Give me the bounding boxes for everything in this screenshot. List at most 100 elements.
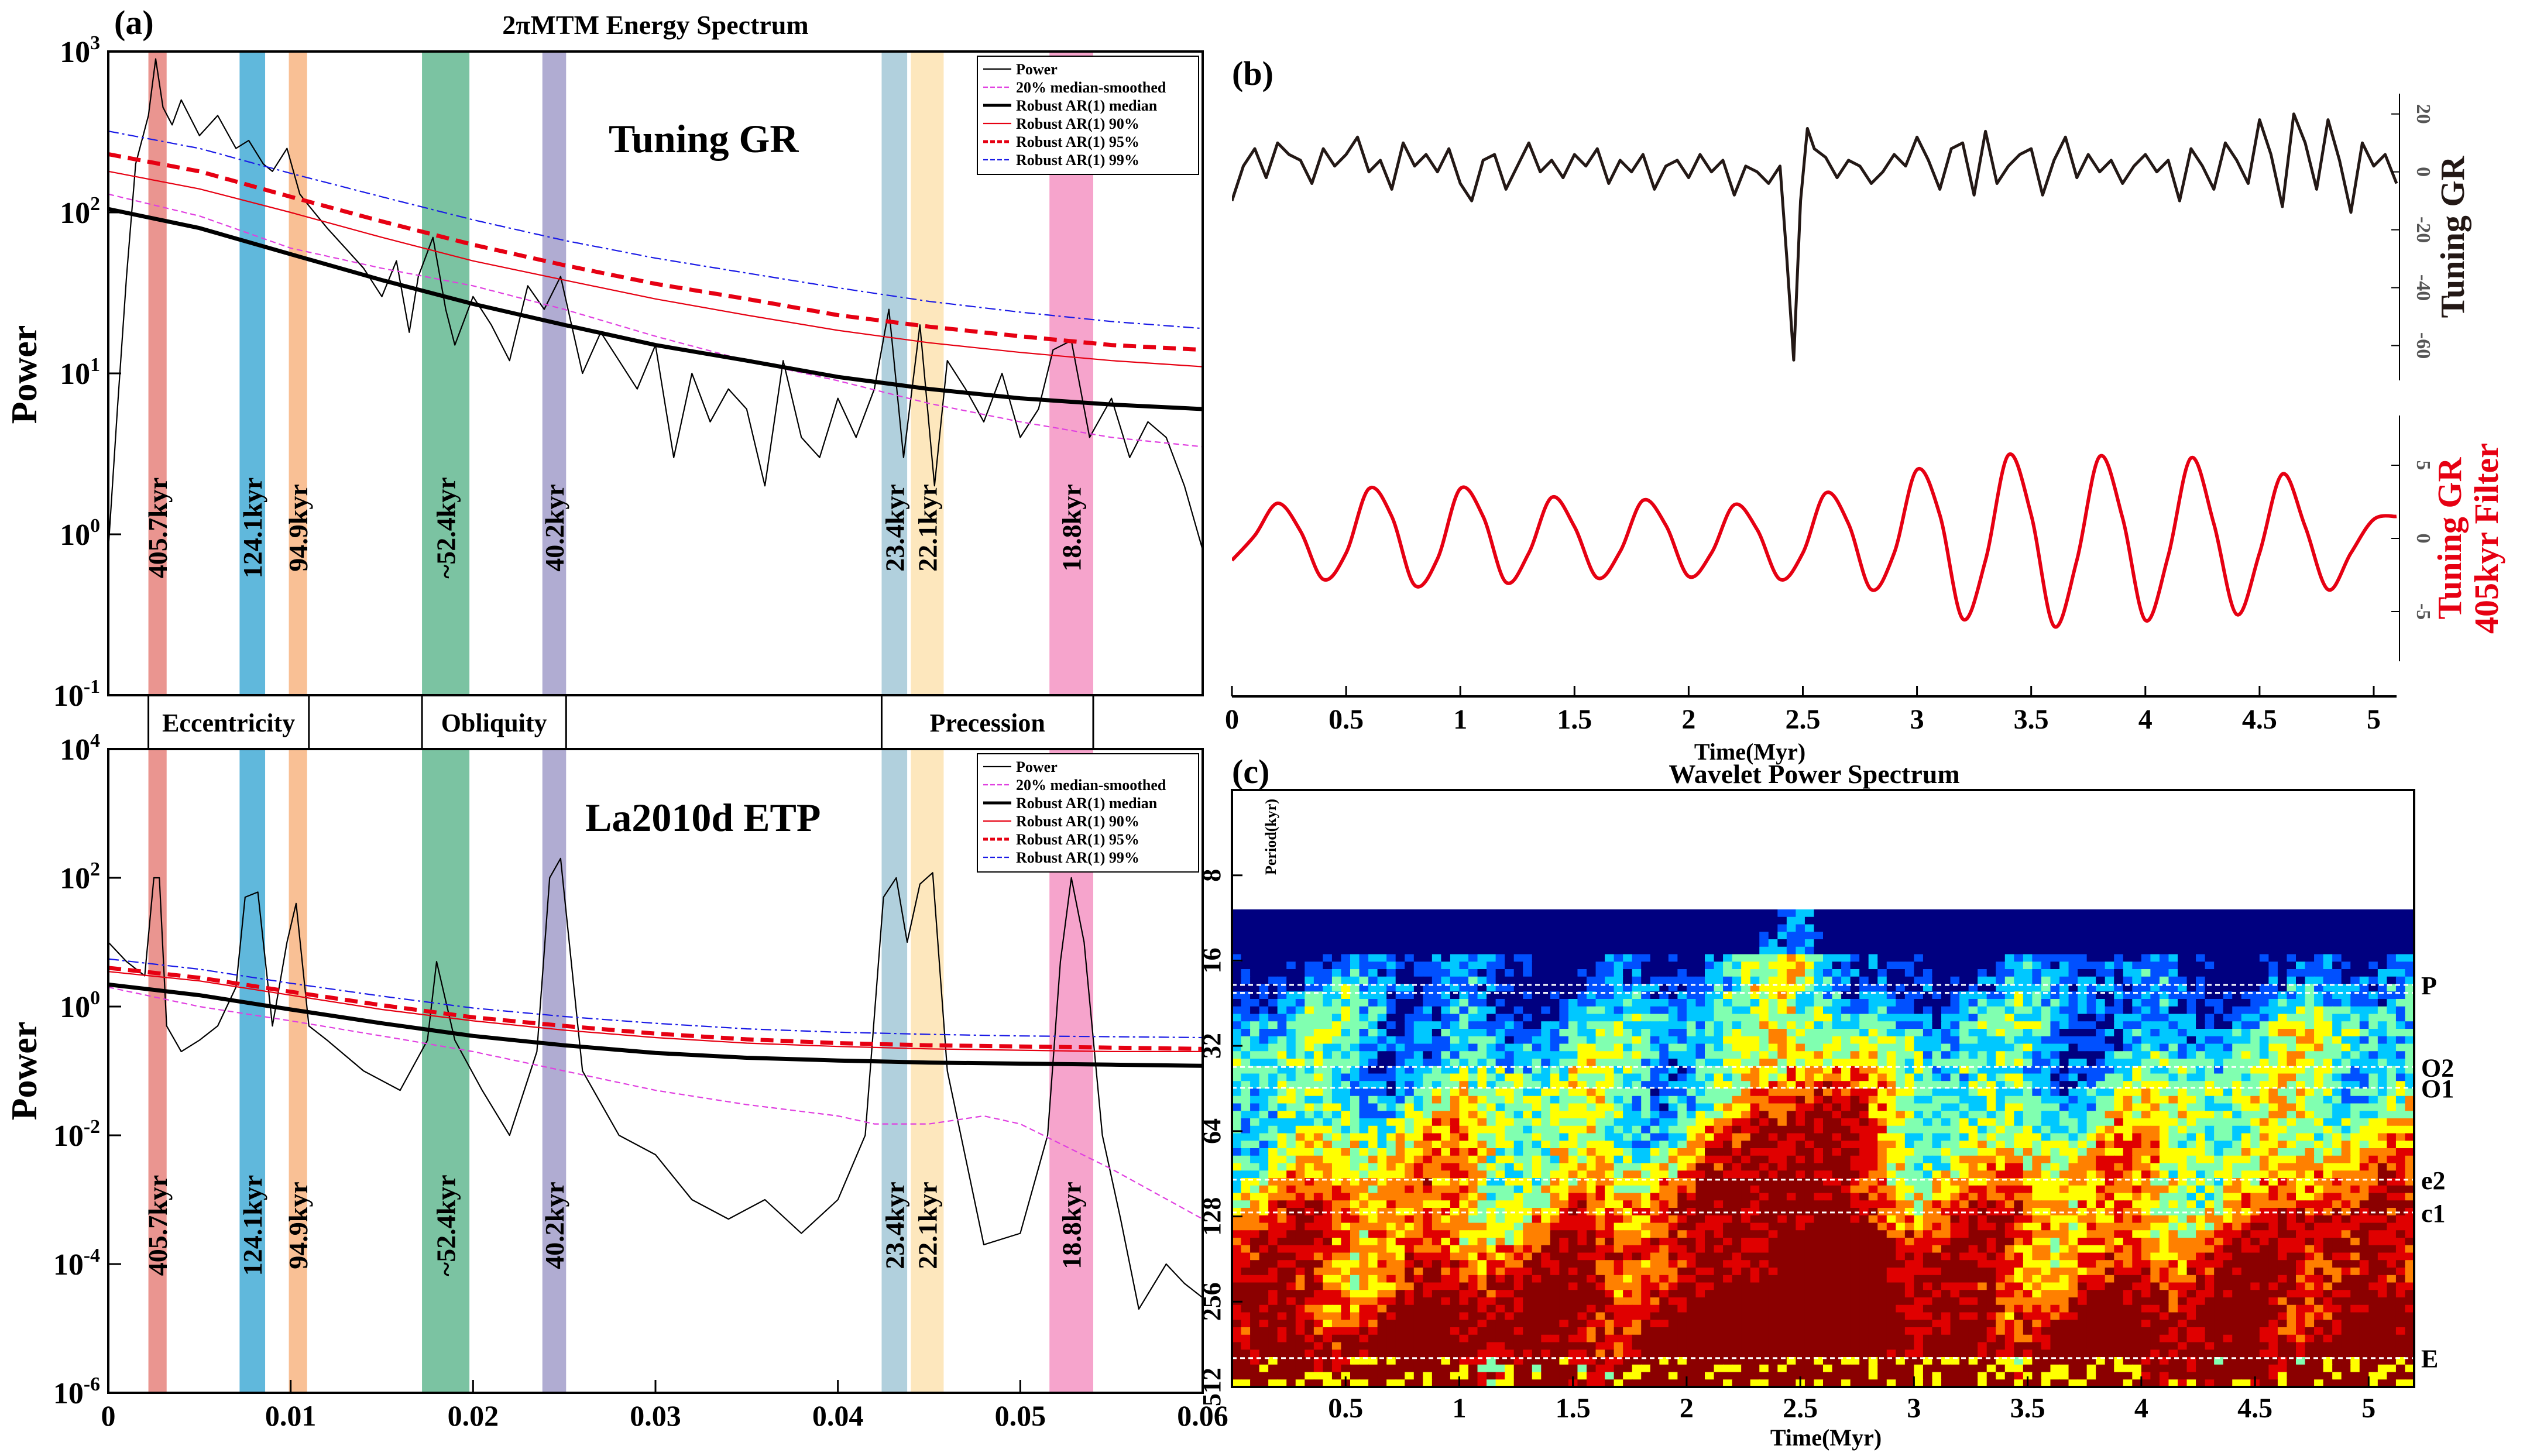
c-cell-13-8: [1350, 850, 1360, 858]
c-cell-113-4: [2259, 820, 2270, 828]
c-cell-28-7: [1487, 842, 1496, 850]
c-cell-71-8: [1877, 850, 1887, 858]
c-cell-28-21: [1487, 946, 1496, 955]
c-cell-119-29: [2314, 1006, 2324, 1015]
c-cell-21-35: [1423, 1051, 1433, 1059]
c-cell-115-35: [2277, 1051, 2288, 1059]
c-cell-102-26: [2159, 984, 2169, 993]
c-cell-109-31: [2223, 1021, 2233, 1029]
c-cell-72-3: [1886, 812, 1897, 820]
c-cell-117-32: [2296, 1029, 2306, 1037]
c-cell-1-12: [1241, 880, 1251, 888]
c-cell-6-5: [1286, 827, 1296, 836]
c-cell-50-30: [1686, 1014, 1697, 1022]
c-cell-66-31: [1832, 1021, 1842, 1029]
c-cell-51-11: [1695, 872, 1705, 880]
c-cell-127-4: [2387, 820, 2397, 828]
c-cell-107-19: [2205, 932, 2215, 940]
c-cell-4-17: [1268, 916, 1278, 925]
c-cell-2-29: [1250, 1006, 1260, 1015]
c-cell-65-24: [1823, 969, 1833, 977]
c-cell-17-30: [1386, 1014, 1396, 1022]
c-cell-104-8: [2178, 850, 2188, 858]
c-cell-67-25: [1841, 976, 1851, 985]
c-cell-10-7: [1323, 842, 1333, 850]
c-cell-63-18: [1804, 924, 1815, 933]
c-cell-78-1: [1941, 797, 1951, 806]
c-cell-89-8: [2041, 850, 2051, 858]
c-cell-85-26: [2004, 984, 2015, 993]
c-cell-18-19: [1395, 932, 1406, 940]
c-cell-102-22: [2159, 954, 2169, 963]
c-cell-74-35: [1904, 1051, 1915, 1059]
c-cell-13-11: [1350, 872, 1360, 880]
c-cell-65-8: [1823, 850, 1833, 858]
a2-band-0: [148, 749, 167, 1393]
c-cell-30-31: [1505, 1021, 1515, 1029]
c-cell-81-19: [1968, 932, 1978, 940]
c-cell-71-33: [1877, 1036, 1887, 1045]
c-cell-100-20: [2141, 939, 2151, 947]
c-cell-60-14: [1777, 894, 1787, 903]
c-cell-62-34: [1796, 1043, 1805, 1052]
c-cell-54-9: [1723, 857, 1733, 866]
c-cell-129-14: [2405, 894, 2414, 903]
c-cell-122-33: [2341, 1036, 2352, 1045]
c-cell-70-5: [1868, 827, 1879, 836]
c-cell-107-3: [2205, 812, 2215, 820]
c-cell-79-25: [1950, 976, 1960, 985]
c-cell-65-31: [1823, 1021, 1833, 1029]
c-cell-41-32: [1605, 1029, 1615, 1037]
c-cell-88-12: [2032, 880, 2042, 888]
c-cell-129-9: [2405, 857, 2414, 866]
c-cell-51-33: [1695, 1036, 1705, 1045]
c-cell-67-1: [1841, 797, 1851, 806]
c-cell-12-18: [1341, 924, 1351, 933]
c-cell-89-31: [2041, 1021, 2051, 1029]
c-cell-6-21: [1286, 946, 1296, 955]
c-cell-60-13: [1777, 887, 1787, 895]
c-cell-22-23: [1432, 961, 1442, 970]
c-cell-87-7: [2023, 842, 2033, 850]
c-cell-2-7: [1250, 842, 1260, 850]
cycle-groups: Eccentricity Obliquity Precession: [147, 695, 1094, 749]
c-cell-79-30: [1950, 1014, 1960, 1022]
c-cell-26-18: [1468, 924, 1478, 933]
c-cell-93-35: [2078, 1051, 2088, 1059]
c-cell-26-10: [1468, 864, 1478, 873]
c-cell-40-2: [1595, 805, 1605, 813]
c-cell-70-13: [1868, 887, 1879, 895]
c-cell-15-25: [1368, 976, 1378, 985]
c-cell-40-17: [1595, 916, 1605, 925]
c-cell-50-24: [1686, 969, 1697, 977]
c-cell-22-16: [1432, 909, 1442, 918]
c-cell-20-10: [1413, 864, 1424, 873]
c-cell-25-31: [1459, 1021, 1469, 1029]
c-cell-92-16: [2068, 909, 2078, 918]
c-cell-48-17: [1668, 916, 1678, 925]
c-cell-96-17: [2105, 916, 2115, 925]
c-cell-103-16: [2168, 909, 2178, 918]
c-cell-119-19: [2314, 932, 2324, 940]
c-cell-27-10: [1477, 864, 1487, 873]
c-cell-11-4: [1331, 820, 1342, 828]
c-cell-34-31: [1541, 1021, 1551, 1029]
c-cell-14-2: [1359, 805, 1369, 813]
c-cell-93-34: [2078, 1043, 2088, 1052]
c-cell-111-35: [2241, 1051, 2251, 1059]
c-cell-1-0: [1241, 790, 1251, 798]
c-cell-114-26: [2268, 984, 2278, 993]
c-cell-76-2: [1923, 805, 1933, 813]
c-cell-117-20: [2296, 939, 2306, 947]
c-cell-9-9: [1313, 857, 1324, 866]
c-cell-38-34: [1577, 1043, 1587, 1052]
a1-band-3: [422, 51, 470, 695]
c-cell-11-22: [1331, 954, 1342, 963]
a2-ytick-label-5: 104: [60, 730, 100, 767]
c-cell-96-13: [2105, 887, 2115, 895]
c-cell-95-9: [2096, 857, 2106, 866]
c-cell-129-25: [2405, 976, 2414, 985]
a2-band-5: [881, 749, 908, 1393]
c-cell-35-2: [1550, 805, 1560, 813]
c-cell-41-1: [1605, 797, 1615, 806]
